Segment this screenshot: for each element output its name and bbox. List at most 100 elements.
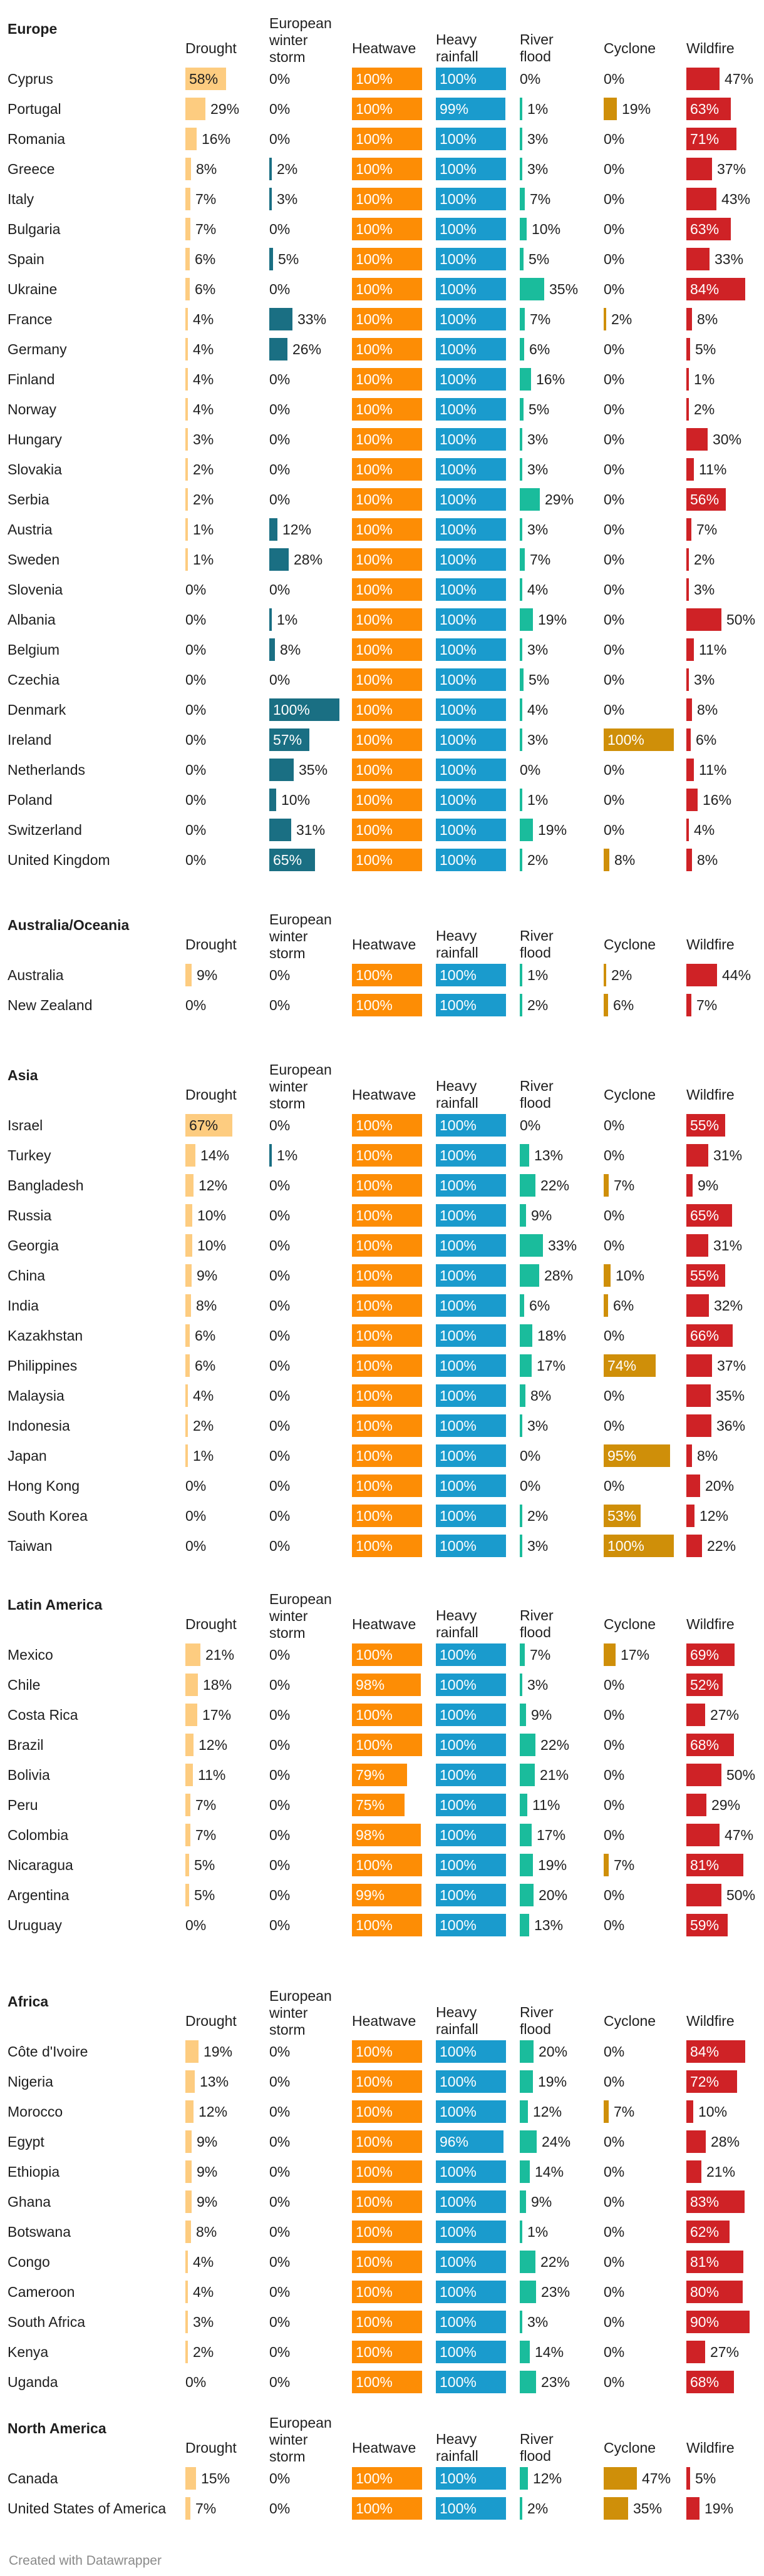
value-label: 100% [440, 581, 477, 598]
bar-river-flood-south-korea [520, 1505, 522, 1527]
bar-heatwave-italy [352, 188, 422, 210]
value-label: 100% [356, 1177, 393, 1193]
value-label: 0% [269, 101, 291, 117]
column-header: European winter storm [269, 2415, 332, 2465]
bar-heavy-rainfall-switzerland [436, 819, 506, 841]
value-label: 100% [356, 1207, 393, 1224]
value-label: 4% [527, 702, 549, 718]
bar-cyclone-india [604, 1294, 608, 1317]
value-label: 7% [195, 1827, 217, 1843]
value-label: 0% [604, 401, 625, 417]
value-label: 0% [185, 732, 207, 748]
bar-heatwave-c-te-d-ivoire [352, 2040, 422, 2063]
bar-heatwave-germany [352, 338, 422, 360]
bar-river-flood-kenya [520, 2341, 530, 2363]
value-label: 0% [269, 1357, 291, 1374]
bar-european-winter-storm-germany [269, 338, 287, 360]
bar-wildfire-hungary [686, 428, 708, 451]
value-label: 100% [440, 461, 477, 478]
value-label: 0% [604, 281, 625, 297]
bar-wildfire-kenya [686, 2341, 705, 2363]
value-label: 35% [299, 762, 328, 778]
value-label: 100% [440, 311, 477, 327]
bar-drought-peru [185, 1794, 190, 1816]
value-label: 100% [356, 1117, 393, 1133]
bar-river-flood-chile [520, 1674, 522, 1696]
value-label: 100% [356, 967, 393, 983]
value-label: 84% [690, 2043, 720, 2060]
value-label: 0% [604, 1327, 625, 1344]
section-title: Asia [8, 1067, 38, 1083]
value-label: 10% [281, 792, 311, 808]
bar-cyclone-philippines [604, 1354, 656, 1377]
column-header: Cyclone [604, 40, 656, 56]
bar-heavy-rainfall-congo [436, 2251, 506, 2273]
value-label: 100% [440, 1267, 477, 1284]
value-label: 0% [604, 1767, 625, 1783]
bar-wildfire-uganda [686, 2371, 734, 2393]
value-label: 0% [604, 251, 625, 267]
value-label: 14% [200, 1147, 230, 1163]
bar-heatwave-nicaragua [352, 1854, 422, 1876]
bar-drought-greece [185, 158, 191, 180]
value-label: 0% [604, 822, 625, 838]
value-label: 2% [193, 2344, 214, 2360]
value-label: 100% [440, 2043, 477, 2060]
row-label-romania: Romania [8, 131, 66, 147]
bar-heavy-rainfall-uganda [436, 2371, 506, 2393]
bar-heatwave-serbia [352, 488, 422, 511]
bar-wildfire-malaysia [686, 1384, 711, 1407]
column-header: River flood [520, 928, 554, 961]
value-label: 100% [356, 852, 393, 868]
value-label: 0% [269, 2194, 291, 2210]
bar-wildfire-indonesia [686, 1414, 711, 1437]
value-label: 100% [440, 431, 477, 447]
value-label: 0% [604, 762, 625, 778]
value-label: 4% [193, 311, 214, 327]
bar-wildfire-norway [686, 398, 689, 421]
value-label: 100% [356, 1267, 393, 1284]
value-label: 100% [356, 1147, 393, 1163]
bar-drought-ethiopia [185, 2160, 192, 2183]
value-label: 81% [690, 2254, 720, 2270]
value-label: 81% [690, 1857, 720, 1873]
bar-wildfire-poland [686, 789, 698, 811]
bar-wildfire-argentina [686, 1884, 721, 1906]
bar-drought-ukraine [185, 278, 190, 300]
value-label: 11% [699, 762, 727, 778]
value-label: 3% [694, 581, 715, 598]
value-label: 18% [203, 1677, 232, 1693]
value-label: 100% [356, 1478, 393, 1494]
row-label-canada: Canada [8, 2470, 58, 2487]
value-label: 10% [532, 221, 561, 237]
value-label: 3% [527, 2314, 549, 2330]
value-label: 0% [604, 581, 625, 598]
bar-heatwave-cyprus [352, 68, 422, 90]
bar-heatwave-russia [352, 1204, 422, 1227]
value-label: 3% [527, 1538, 549, 1554]
bar-wildfire-c-te-d-ivoire [686, 2040, 745, 2063]
bar-heavy-rainfall-belgium [436, 638, 506, 661]
value-label: 21% [706, 2164, 736, 2180]
row-label-ethiopia: Ethiopia [8, 2164, 60, 2180]
value-label: 17% [537, 1357, 566, 1374]
value-label: 28% [544, 1267, 574, 1284]
value-label: 4% [193, 1388, 214, 1404]
value-label: 4% [193, 341, 214, 357]
value-label: 0% [269, 1677, 291, 1693]
bar-river-flood-philippines [520, 1354, 532, 1377]
value-label: 2% [611, 311, 632, 327]
bar-river-flood-serbia [520, 488, 540, 511]
value-label: 0% [269, 1887, 291, 1903]
section-title: North America [8, 2420, 106, 2436]
value-label: 0% [269, 2374, 291, 2390]
value-label: 69% [690, 1647, 720, 1663]
column-header: Heavy rainfall [436, 1607, 478, 1640]
bar-heatwave-south-korea [352, 1505, 422, 1527]
value-label: 5% [194, 1887, 215, 1903]
bar-heatwave-denmark [352, 698, 422, 721]
bar-wildfire-china [686, 1264, 725, 1287]
bar-heatwave-india [352, 1294, 422, 1317]
bar-drought-israel [185, 1114, 232, 1137]
